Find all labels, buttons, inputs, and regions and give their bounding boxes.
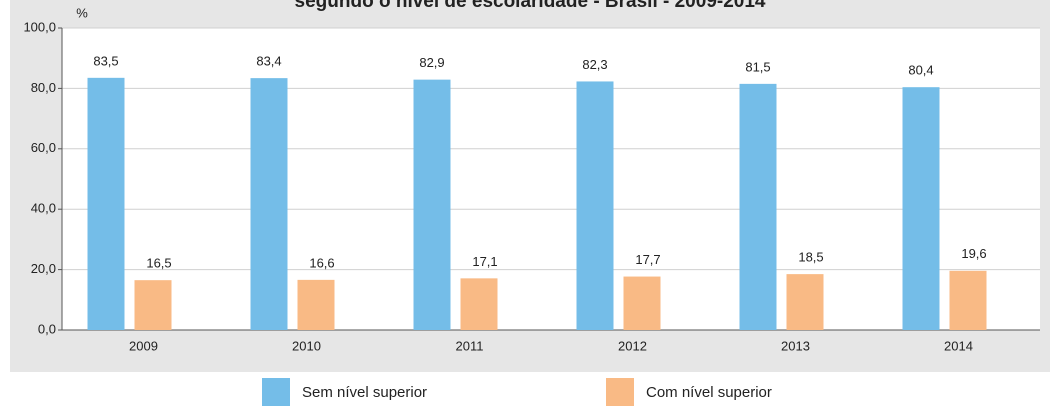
value-label: 16,6 — [309, 255, 334, 270]
bar — [87, 77, 125, 330]
value-label: 16,5 — [146, 256, 171, 271]
value-label: 81,5 — [745, 59, 770, 74]
bar — [902, 87, 940, 330]
bar — [413, 79, 451, 330]
y-axis-label: % — [76, 5, 88, 20]
bar — [250, 78, 288, 331]
legend-swatch — [606, 378, 634, 406]
legend-label: Com nível superior — [646, 384, 772, 401]
value-label: 82,3 — [582, 57, 607, 72]
value-label: 83,5 — [93, 53, 118, 68]
y-tick-label: 100,0 — [23, 19, 56, 34]
bar — [739, 83, 777, 331]
x-tick-label: 2009 — [129, 338, 158, 353]
bar — [623, 276, 661, 330]
value-label: 17,7 — [635, 252, 660, 267]
bar — [949, 270, 987, 330]
value-label: 82,9 — [419, 55, 444, 70]
x-tick-label: 2012 — [618, 338, 647, 353]
value-label: 17,1 — [472, 254, 497, 269]
y-tick-label: 60,0 — [31, 140, 56, 155]
x-tick-label: 2013 — [781, 338, 810, 353]
legend-label: Sem nível superior — [302, 384, 427, 401]
y-tick-label: 0,0 — [38, 321, 56, 336]
chart-title: segundo o nível de escolaridade - Brasil… — [295, 0, 766, 12]
value-label: 80,4 — [908, 63, 933, 78]
y-tick-label: 20,0 — [31, 261, 56, 276]
bar — [576, 81, 614, 330]
bar — [134, 280, 172, 330]
x-tick-label: 2011 — [456, 338, 484, 353]
legend-swatch — [262, 378, 290, 406]
plot-area — [62, 28, 1040, 330]
value-label: 83,4 — [256, 54, 281, 69]
bar — [297, 279, 335, 330]
x-tick-label: 2010 — [292, 338, 321, 353]
bar — [786, 274, 824, 330]
value-label: 18,5 — [798, 250, 823, 265]
y-tick-label: 40,0 — [31, 201, 56, 216]
x-tick-label: 2014 — [944, 338, 973, 353]
value-label: 19,6 — [961, 246, 986, 261]
y-tick-label: 80,0 — [31, 80, 56, 95]
bar — [460, 278, 498, 330]
